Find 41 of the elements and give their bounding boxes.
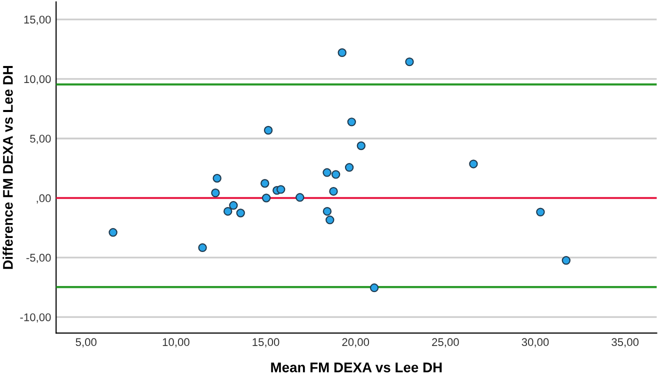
point [296,193,304,202]
x-tick-label: 20,00 [342,338,370,348]
point [322,168,332,177]
x-tick-label: 5,00 [76,338,96,348]
y-tick-label: ,00 [36,194,51,204]
x-tick-label: 30,00 [522,338,549,348]
point [223,206,232,216]
point [331,170,340,179]
point [198,243,207,252]
x-tick-label: 35,00 [612,338,639,348]
x-tick-label: 25,00 [432,338,459,348]
point [469,160,478,168]
point [264,126,273,135]
y-axis-title: Difference FM DEXA vs Lee DH [2,66,13,269]
x-tick-label: 15,00 [252,338,280,348]
point [260,179,270,188]
point [322,206,332,216]
y-tick-label: -10,00 [20,313,51,323]
point [370,283,379,292]
y-tick-label: 5,00 [30,134,51,144]
point [212,174,222,183]
x-axis-title: Mean FM DEXA vs Lee DH [271,362,442,372]
point [329,186,338,196]
x-tick-label: 10,00 [162,338,190,348]
y-tick-label: -5,00 [26,254,51,263]
point [236,208,245,218]
point [562,256,571,265]
point [347,118,356,126]
point [536,208,545,216]
point [262,194,271,202]
y-tick-label: 10,00 [24,75,51,84]
point [338,48,346,57]
point [211,188,220,198]
point [229,201,238,210]
point [405,57,414,66]
point [344,163,354,172]
y-tick-label: 15,00 [24,16,51,25]
point [276,185,286,194]
point [326,216,334,224]
point [108,228,118,237]
point [356,141,366,150]
